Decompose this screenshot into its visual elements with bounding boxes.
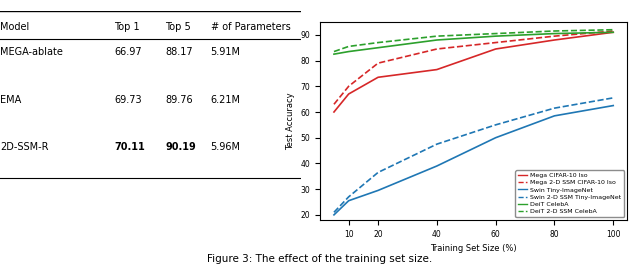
- Mega 2-D SSM CIFAR-10 Iso: [374, 62, 382, 65]
- Mega CIFAR-10 Iso: [330, 110, 338, 114]
- Text: 66.97: 66.97: [115, 48, 142, 57]
- DeiT CelebA: [330, 53, 338, 56]
- Line: Swin 2-D SSM Tiny-ImageNet: Swin 2-D SSM Tiny-ImageNet: [334, 98, 613, 212]
- DeiT CelebA: [550, 32, 558, 35]
- Mega CIFAR-10 Iso: [550, 38, 558, 42]
- DeiT 2-D SSM CelebA: [330, 50, 338, 53]
- Mega 2-D SSM CIFAR-10 Iso: [492, 41, 499, 44]
- Legend: Mega CIFAR-10 Iso, Mega 2-D SSM CIFAR-10 Iso, Swin Tiny-ImageNet, Swin 2-D SSM T: Mega CIFAR-10 Iso, Mega 2-D SSM CIFAR-10…: [515, 170, 624, 217]
- DeiT CelebA: [492, 34, 499, 38]
- Line: Mega CIFAR-10 Iso: Mega CIFAR-10 Iso: [334, 32, 613, 112]
- Mega 2-D SSM CIFAR-10 Iso: [330, 103, 338, 106]
- Mega CIFAR-10 Iso: [609, 31, 617, 34]
- Line: DeiT 2-D SSM CelebA: DeiT 2-D SSM CelebA: [334, 30, 613, 52]
- Mega 2-D SSM CIFAR-10 Iso: [433, 47, 441, 51]
- Swin 2-D SSM Tiny-ImageNet: [345, 195, 353, 199]
- DeiT CelebA: [345, 50, 353, 53]
- Text: 5.91M: 5.91M: [211, 48, 241, 57]
- DeiT 2-D SSM CelebA: [550, 29, 558, 33]
- Text: MEGA-ablate: MEGA-ablate: [0, 48, 63, 57]
- Line: Swin Tiny-ImageNet: Swin Tiny-ImageNet: [334, 106, 613, 215]
- Mega 2-D SSM CIFAR-10 Iso: [609, 29, 617, 33]
- Swin Tiny-ImageNet: [330, 213, 338, 216]
- Swin Tiny-ImageNet: [492, 136, 499, 139]
- Swin 2-D SSM Tiny-ImageNet: [609, 96, 617, 100]
- Swin Tiny-ImageNet: [609, 104, 617, 107]
- Text: 88.17: 88.17: [165, 48, 193, 57]
- Text: Figure 3: The effect of the training set size.: Figure 3: The effect of the training set…: [207, 254, 433, 264]
- DeiT 2-D SSM CelebA: [374, 41, 382, 44]
- Mega CIFAR-10 Iso: [374, 76, 382, 79]
- Text: 69.73: 69.73: [115, 95, 142, 105]
- Text: 5.96M: 5.96M: [211, 142, 241, 152]
- DeiT 2-D SSM CelebA: [433, 34, 441, 38]
- Swin 2-D SSM Tiny-ImageNet: [374, 171, 382, 174]
- Text: 6.21M: 6.21M: [211, 95, 241, 105]
- Swin 2-D SSM Tiny-ImageNet: [492, 123, 499, 126]
- Swin Tiny-ImageNet: [374, 189, 382, 192]
- Line: DeiT CelebA: DeiT CelebA: [334, 32, 613, 54]
- Text: 70.11: 70.11: [115, 142, 145, 152]
- Swin Tiny-ImageNet: [433, 164, 441, 168]
- Text: # of Parameters: # of Parameters: [211, 22, 291, 32]
- Line: Mega 2-D SSM CIFAR-10 Iso: Mega 2-D SSM CIFAR-10 Iso: [334, 31, 613, 104]
- Text: 2D-SSM-R: 2D-SSM-R: [0, 142, 49, 152]
- Swin Tiny-ImageNet: [345, 199, 353, 202]
- Swin Tiny-ImageNet: [550, 114, 558, 117]
- DeiT CelebA: [433, 38, 441, 42]
- DeiT 2-D SSM CelebA: [345, 45, 353, 48]
- DeiT CelebA: [374, 46, 382, 50]
- Y-axis label: Test Accuracy: Test Accuracy: [286, 92, 295, 150]
- DeiT 2-D SSM CelebA: [492, 32, 499, 35]
- Swin 2-D SSM Tiny-ImageNet: [330, 211, 338, 214]
- Mega 2-D SSM CIFAR-10 Iso: [550, 34, 558, 38]
- Text: Top 1: Top 1: [115, 22, 140, 32]
- Swin 2-D SSM Tiny-ImageNet: [433, 142, 441, 146]
- Mega 2-D SSM CIFAR-10 Iso: [345, 85, 353, 88]
- Mega CIFAR-10 Iso: [345, 92, 353, 96]
- Mega CIFAR-10 Iso: [492, 47, 499, 51]
- Swin 2-D SSM Tiny-ImageNet: [550, 106, 558, 110]
- Text: EMA: EMA: [0, 95, 21, 105]
- DeiT CelebA: [609, 31, 617, 34]
- Text: Top 5: Top 5: [165, 22, 191, 32]
- Text: Model: Model: [0, 22, 29, 32]
- Text: 89.76: 89.76: [165, 95, 193, 105]
- Mega CIFAR-10 Iso: [433, 68, 441, 71]
- DeiT 2-D SSM CelebA: [609, 28, 617, 31]
- X-axis label: Training Set Size (%): Training Set Size (%): [430, 244, 517, 253]
- Text: 90.19: 90.19: [165, 142, 196, 152]
